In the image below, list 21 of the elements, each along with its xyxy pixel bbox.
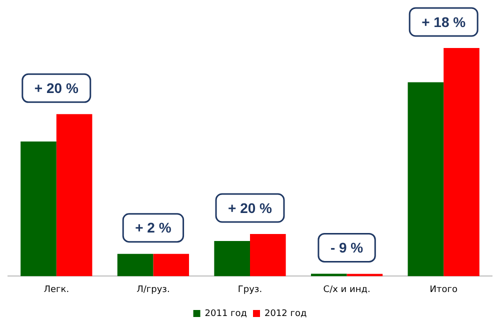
- annotation: + 20 %: [228, 200, 273, 216]
- annotation: + 2 %: [135, 220, 172, 236]
- x-tick-label: С/х и инд.: [323, 284, 370, 295]
- bar: [250, 234, 286, 276]
- x-tick-label: Легк.: [44, 284, 70, 295]
- bar: [153, 254, 190, 276]
- text: + 18 %: [422, 14, 466, 30]
- legend-label: 2012 год: [264, 308, 307, 319]
- x-tick-label: Л/груз.: [136, 284, 170, 295]
- bar: [56, 114, 92, 276]
- bar: [117, 254, 154, 276]
- annotation: + 20 %: [34, 80, 79, 96]
- bar: [310, 274, 347, 276]
- x-tick-label: Итого: [430, 284, 458, 295]
- bar: [20, 142, 56, 276]
- bar: [214, 241, 250, 276]
- annotation: - 9 %: [330, 240, 364, 256]
- legend-label: 2011 год: [204, 308, 248, 319]
- bar: [444, 48, 480, 276]
- bar: [408, 82, 444, 276]
- x-tick-label: Груз.: [238, 284, 262, 295]
